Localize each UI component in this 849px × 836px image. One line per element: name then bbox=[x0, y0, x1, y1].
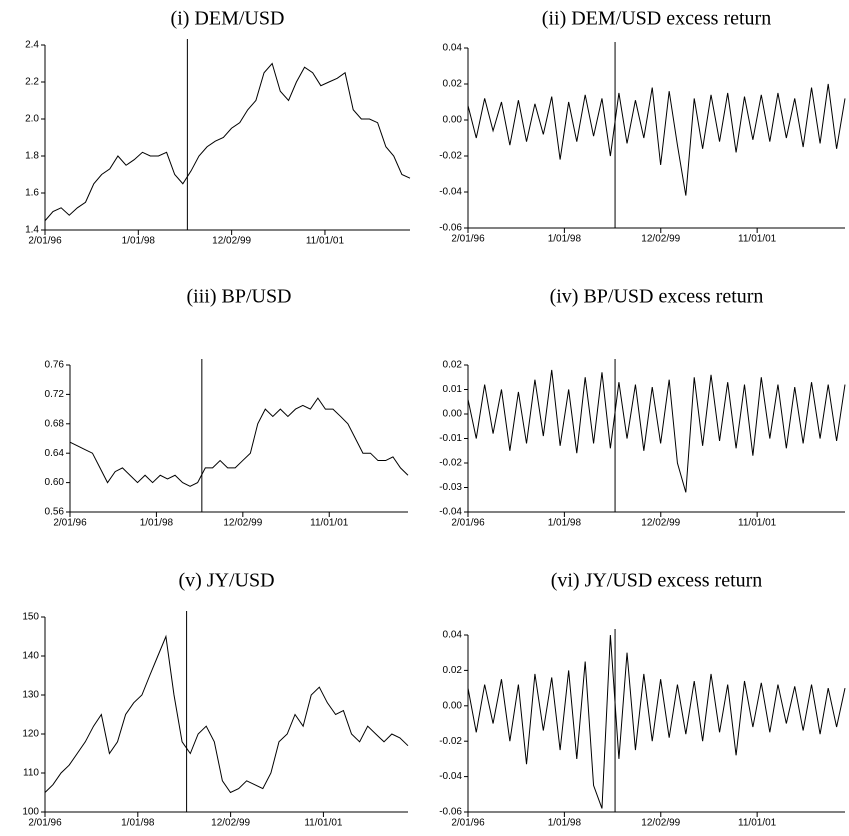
y-tick-label: 0.60 bbox=[45, 477, 65, 488]
y-tick-label: -0.06 bbox=[439, 807, 462, 818]
y-tick-label: 0.76 bbox=[45, 360, 65, 371]
x-tick-label: 1/01/98 bbox=[122, 236, 156, 247]
y-tick-label: 0.02 bbox=[443, 665, 463, 676]
x-tick-label: 11/01/01 bbox=[738, 518, 777, 529]
y-tick-label: -0.01 bbox=[439, 433, 462, 444]
x-tick-label: 2/01/96 bbox=[451, 818, 485, 829]
x-tick-label: 11/01/01 bbox=[304, 818, 343, 829]
x-tick-label: 1/01/98 bbox=[140, 518, 174, 529]
y-tick-label: 0.04 bbox=[443, 43, 463, 54]
y-tick-label: 100 bbox=[22, 807, 39, 818]
x-tick-label: 12/02/99 bbox=[223, 518, 262, 529]
y-tick-label: 140 bbox=[22, 651, 39, 662]
series-line bbox=[467, 634, 846, 809]
y-tick-label: 0.02 bbox=[443, 79, 463, 90]
y-tick-label: 0.64 bbox=[45, 448, 65, 459]
y-tick-label: 120 bbox=[22, 729, 39, 740]
panel-title: (ii) DEM/USD excess return bbox=[542, 8, 771, 30]
y-tick-label: 2.0 bbox=[25, 114, 39, 125]
x-tick-label: 2/01/96 bbox=[53, 518, 87, 529]
x-tick-label: 1/01/98 bbox=[121, 818, 155, 829]
series-line bbox=[467, 83, 846, 196]
x-tick-label: 2/01/96 bbox=[451, 234, 485, 245]
panel-title: (vi) JY/USD excess return bbox=[551, 570, 763, 592]
series-line bbox=[69, 397, 409, 487]
y-tick-label: -0.04 bbox=[439, 187, 462, 198]
panel-title: (v) JY/USD bbox=[178, 570, 274, 592]
y-tick-label: 1.8 bbox=[25, 151, 39, 162]
series-line bbox=[44, 634, 409, 794]
y-tick-label: -0.04 bbox=[439, 507, 462, 518]
y-tick-label: -0.02 bbox=[439, 736, 462, 747]
y-tick-label: 0.00 bbox=[443, 409, 463, 420]
y-tick-label: -0.04 bbox=[439, 771, 462, 782]
y-tick-label: 130 bbox=[22, 690, 39, 701]
y-tick-label: 0.68 bbox=[45, 418, 65, 429]
x-tick-label: 1/01/98 bbox=[548, 518, 582, 529]
x-tick-label: 11/01/01 bbox=[738, 818, 777, 829]
y-tick-label: 1.4 bbox=[25, 225, 39, 236]
x-tick-label: 2/01/96 bbox=[28, 236, 62, 247]
series-line bbox=[44, 62, 411, 222]
x-tick-label: 11/01/01 bbox=[738, 234, 777, 245]
y-tick-label: 0.00 bbox=[443, 700, 463, 711]
y-tick-label: 150 bbox=[22, 612, 39, 623]
y-tick-label: 2.4 bbox=[25, 40, 39, 51]
x-tick-label: 11/01/01 bbox=[310, 518, 349, 529]
y-tick-label: 0.04 bbox=[443, 630, 463, 641]
x-tick-label: 12/02/99 bbox=[211, 818, 250, 829]
y-tick-label: 2.2 bbox=[25, 77, 39, 88]
y-tick-label: 0.01 bbox=[443, 384, 463, 395]
x-tick-label: 12/02/99 bbox=[641, 518, 680, 529]
y-tick-label: 0.72 bbox=[45, 389, 65, 400]
x-tick-label: 1/01/98 bbox=[548, 818, 582, 829]
y-tick-label: -0.02 bbox=[439, 458, 462, 469]
series-line bbox=[467, 369, 846, 493]
y-tick-label: -0.06 bbox=[439, 223, 462, 234]
y-tick-label: -0.03 bbox=[439, 482, 462, 493]
x-tick-label: 12/02/99 bbox=[641, 234, 680, 245]
y-tick-label: -0.02 bbox=[439, 151, 462, 162]
y-tick-label: 0.00 bbox=[443, 115, 463, 126]
panel-title: (iii) BP/USD bbox=[186, 286, 291, 308]
panel-title: (i) DEM/USD bbox=[171, 8, 285, 30]
y-tick-label: 110 bbox=[23, 768, 39, 779]
y-tick-label: 1.6 bbox=[25, 188, 39, 199]
y-tick-label: 0.02 bbox=[443, 360, 463, 371]
x-tick-label: 11/01/01 bbox=[306, 236, 345, 247]
x-tick-label: 2/01/96 bbox=[28, 818, 62, 829]
x-tick-label: 12/02/99 bbox=[641, 818, 680, 829]
x-tick-label: 2/01/96 bbox=[451, 518, 485, 529]
panel-title: (iv) BP/USD excess return bbox=[550, 286, 764, 308]
x-tick-label: 1/01/98 bbox=[548, 234, 582, 245]
y-tick-label: 0.56 bbox=[45, 507, 65, 518]
x-tick-label: 12/02/99 bbox=[212, 236, 251, 247]
